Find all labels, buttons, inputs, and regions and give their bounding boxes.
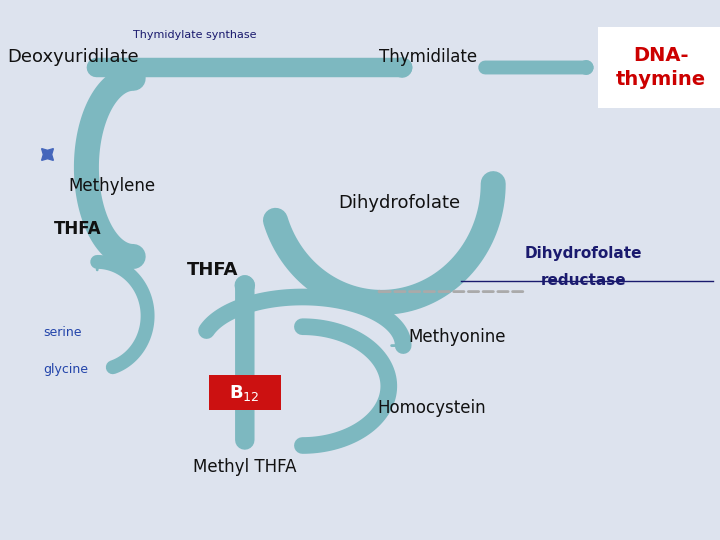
FancyBboxPatch shape: [209, 375, 281, 410]
Text: glycine: glycine: [43, 363, 88, 376]
Text: Methyonine: Methyonine: [408, 328, 506, 347]
Text: Dihydrofolate: Dihydrofolate: [338, 193, 461, 212]
Text: serine: serine: [43, 326, 81, 339]
Text: Methyl THFA: Methyl THFA: [193, 458, 297, 476]
Text: Homocystein: Homocystein: [378, 399, 486, 417]
Text: Deoxyuridilate: Deoxyuridilate: [7, 48, 139, 66]
Text: B$_{12}$: B$_{12}$: [230, 382, 260, 403]
FancyBboxPatch shape: [598, 27, 720, 108]
Text: Thymidilate: Thymidilate: [379, 48, 477, 66]
Text: THFA: THFA: [54, 220, 102, 239]
Text: reductase: reductase: [541, 273, 626, 288]
Text: THFA: THFA: [186, 261, 238, 279]
Text: DNA-
thymine: DNA- thymine: [616, 46, 706, 89]
Text: Methylene: Methylene: [68, 177, 156, 195]
Text: Thymidylate synthase: Thymidylate synthase: [132, 30, 256, 40]
Text: Dihydrofolate: Dihydrofolate: [524, 246, 642, 261]
